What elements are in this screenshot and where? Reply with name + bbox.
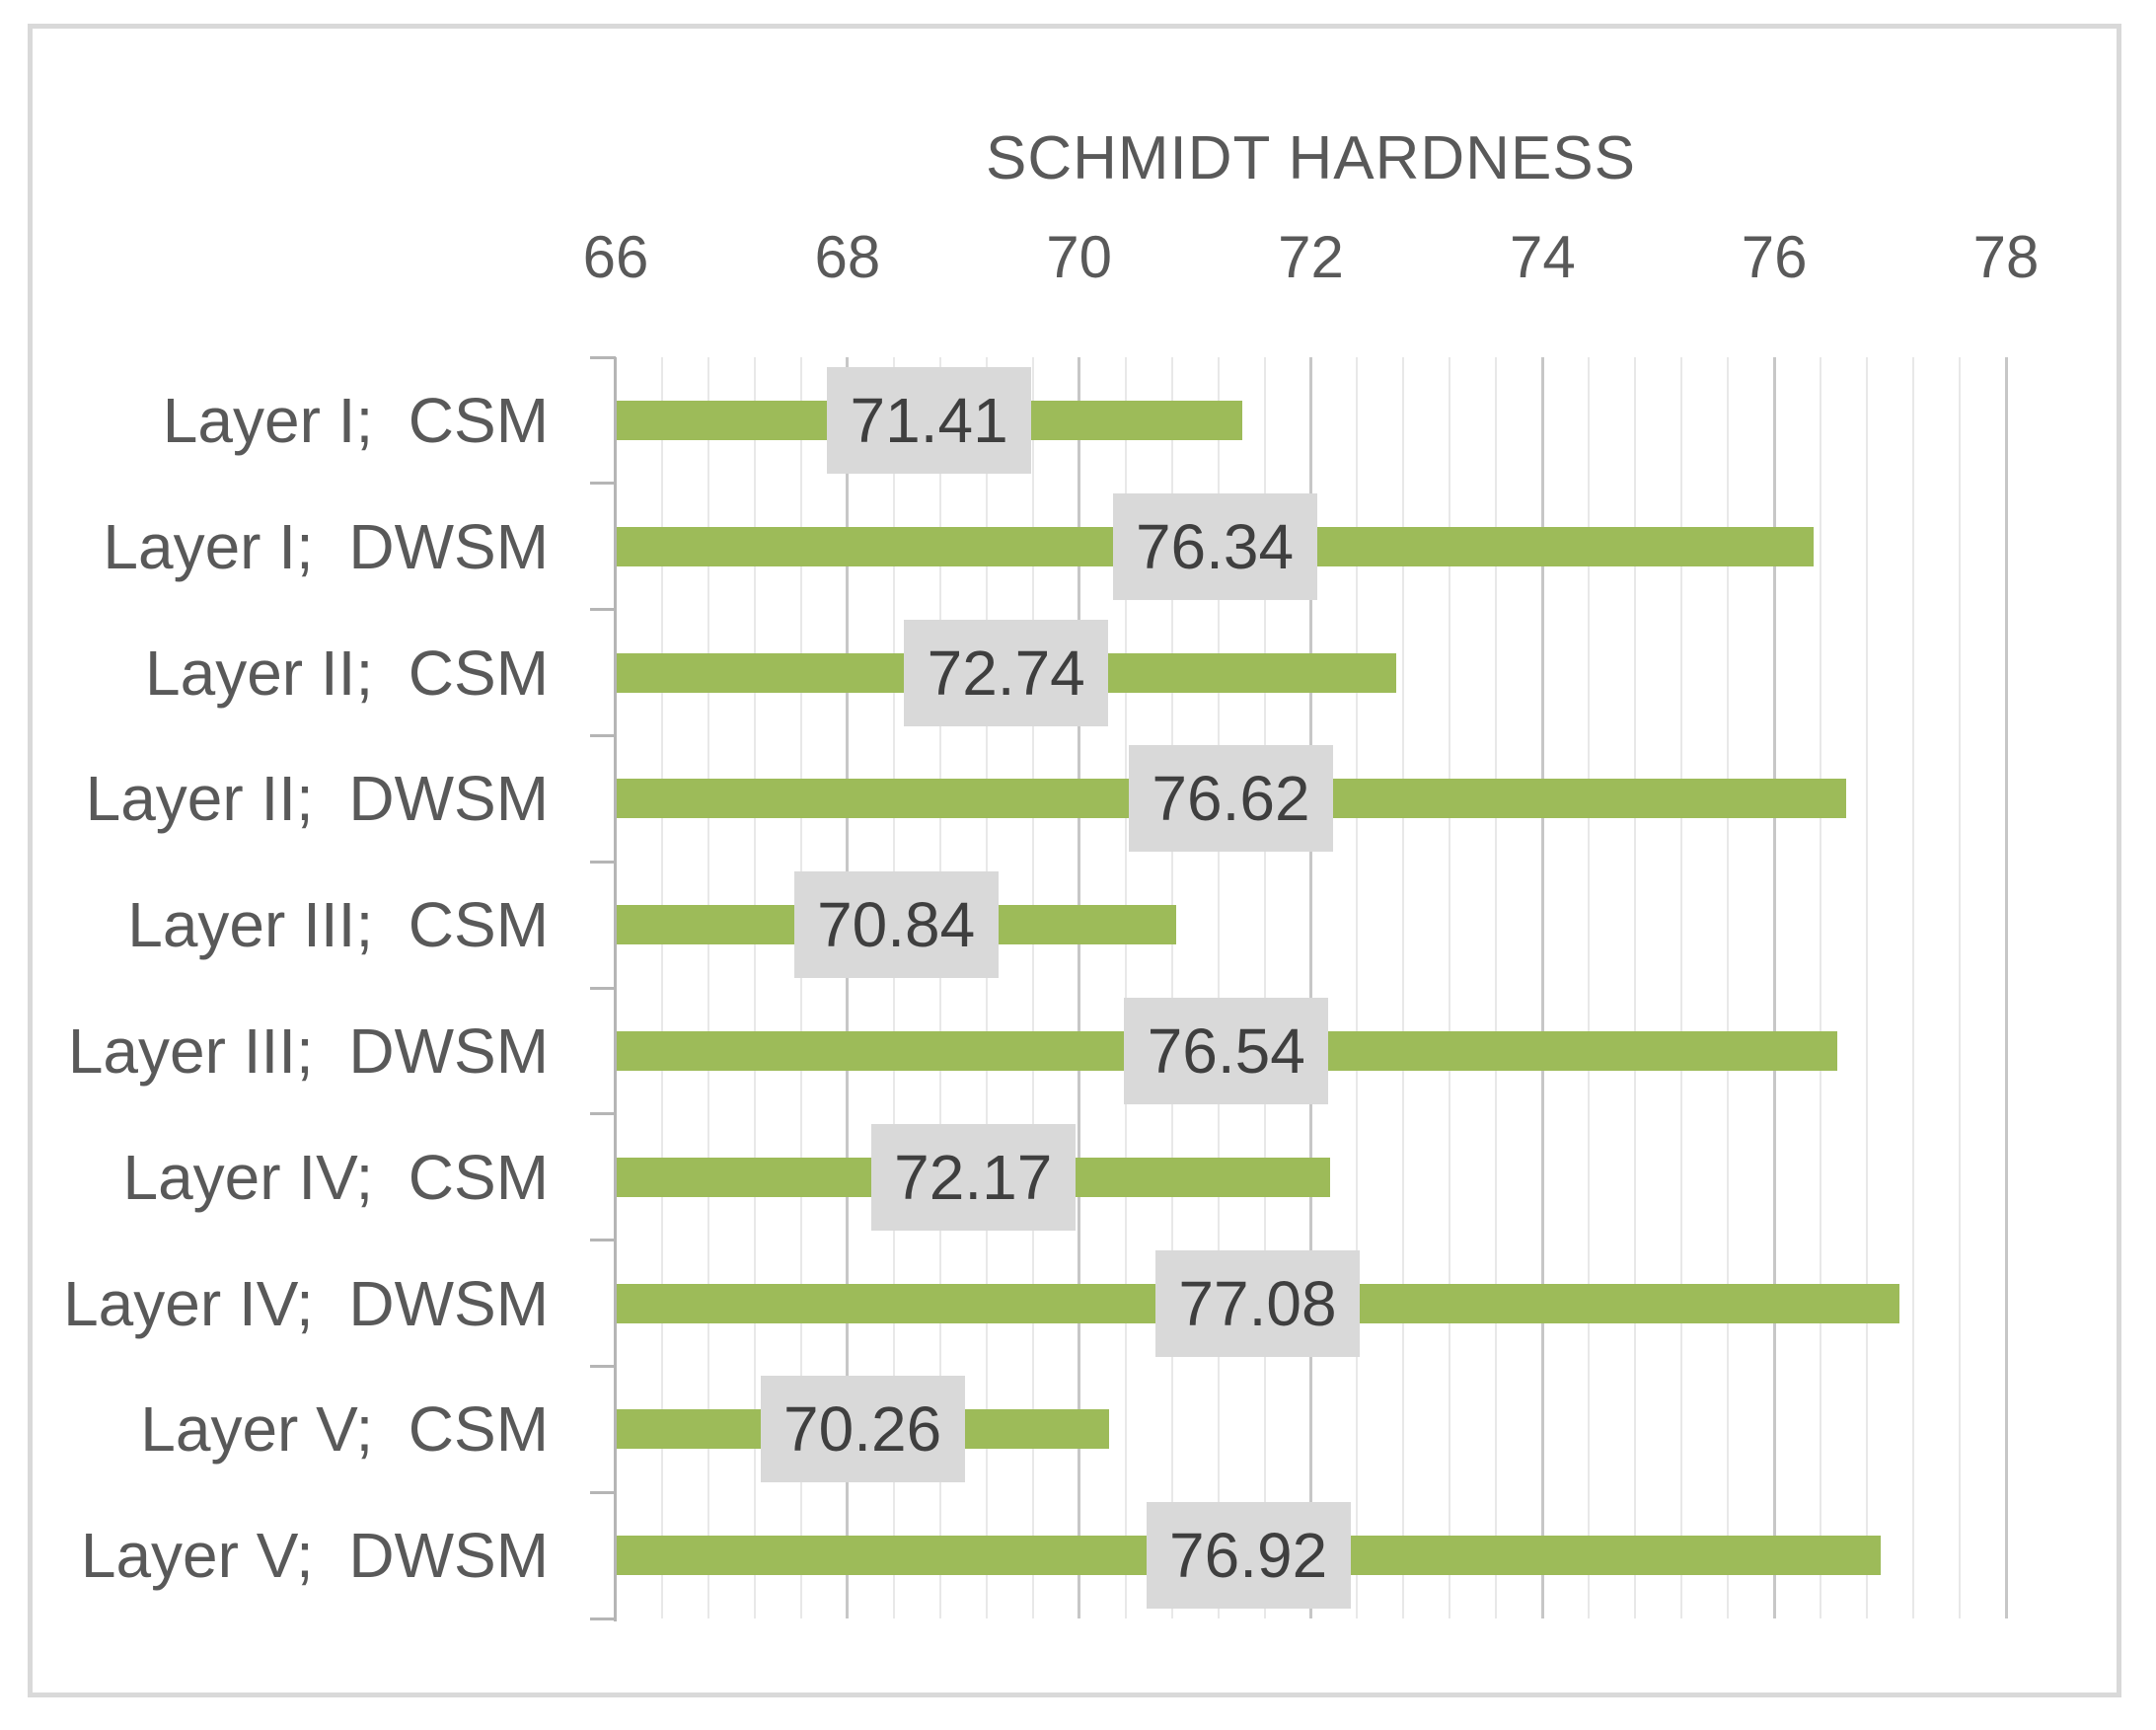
minor-gridline: [753, 357, 756, 1618]
x-tick-label: 78: [1972, 224, 2040, 290]
minor-gridline: [1031, 357, 1034, 1618]
minor-gridline: [1263, 357, 1266, 1618]
bar-value-label: 76.92: [1146, 1502, 1351, 1610]
minor-gridline: [1495, 357, 1498, 1618]
category-label: Layer II; CSM: [145, 637, 549, 709]
category-axis-tick: [590, 482, 616, 486]
minor-gridline: [706, 357, 709, 1618]
x-tick-label: 76: [1741, 224, 1808, 290]
minor-gridline: [1680, 357, 1683, 1618]
category-label: Layer V; CSM: [140, 1393, 549, 1466]
category-axis-tick: [590, 860, 616, 864]
x-tick-label: 74: [1509, 224, 1576, 290]
chart-title: SCHMIDT HARDNESS: [985, 124, 1637, 192]
major-gridline: [1078, 357, 1081, 1618]
category-axis-tick: [590, 986, 616, 990]
bar-value-label: 76.54: [1124, 997, 1329, 1104]
category-axis-tick: [590, 608, 616, 612]
category-axis-tick: [590, 1490, 616, 1494]
category-label: Layer V; DWSM: [80, 1520, 549, 1592]
minor-gridline: [892, 357, 895, 1618]
minor-gridline: [1959, 357, 1962, 1618]
minor-gridline: [1170, 357, 1173, 1618]
bar-value-label: 77.08: [1154, 1249, 1360, 1357]
minor-gridline: [1912, 357, 1915, 1618]
category-label: Layer IV; CSM: [122, 1141, 549, 1213]
category-axis-tick: [590, 1112, 616, 1116]
category-axis-tick: [590, 733, 616, 737]
minor-gridline: [660, 357, 663, 1618]
category-label: Layer I; CSM: [162, 384, 549, 456]
bar-value-label: 70.26: [760, 1376, 965, 1483]
x-tick-label: 66: [582, 224, 649, 290]
category-axis-tick: [590, 1239, 616, 1242]
x-tick-label: 68: [814, 224, 881, 290]
category-label: Layer IV; DWSM: [63, 1267, 549, 1339]
bar-value-label: 72.74: [904, 619, 1109, 726]
category-label: Layer II; DWSM: [85, 763, 549, 835]
minor-gridline: [1588, 357, 1591, 1618]
category-axis-tick: [590, 1364, 616, 1368]
bar-value-label: 76.62: [1128, 745, 1333, 853]
minor-gridline: [985, 357, 988, 1618]
major-gridline: [2004, 357, 2008, 1618]
bar-value-label: 70.84: [793, 871, 999, 979]
minor-gridline: [1402, 357, 1405, 1618]
major-gridline: [1772, 357, 1776, 1618]
minor-gridline: [938, 357, 941, 1618]
bar-value-label: 76.34: [1112, 492, 1317, 600]
category-label: Layer III; DWSM: [67, 1015, 549, 1087]
chart-border-frame: [28, 24, 2121, 1697]
minor-gridline: [1217, 357, 1220, 1618]
plot-area: 71.41 76.34 72.74 76.62 70.84 76.54 72.17 77.08…: [616, 357, 2008, 1618]
minor-gridline: [1820, 357, 1822, 1618]
minor-gridline: [1449, 357, 1451, 1618]
minor-gridline: [1727, 357, 1730, 1618]
category-label: Layer I; DWSM: [103, 510, 549, 582]
minor-gridline: [1634, 357, 1637, 1618]
minor-gridline: [799, 357, 802, 1618]
minor-gridline: [1866, 357, 1869, 1618]
category-axis-line: [614, 357, 617, 1621]
minor-gridline: [1124, 357, 1127, 1618]
major-gridline: [1540, 357, 1544, 1618]
major-gridline: [846, 357, 850, 1618]
category-label: Layer III; CSM: [127, 889, 549, 961]
minor-gridline: [1356, 357, 1359, 1618]
category-axis-tick: [590, 1617, 616, 1620]
category-axis-tick: [590, 355, 616, 359]
x-tick-label: 72: [1278, 224, 1344, 290]
bar-value-label: 72.17: [870, 1123, 1076, 1231]
major-gridline: [1309, 357, 1312, 1618]
bar-value-label: 71.41: [827, 366, 1032, 474]
x-tick-label: 70: [1046, 224, 1113, 290]
